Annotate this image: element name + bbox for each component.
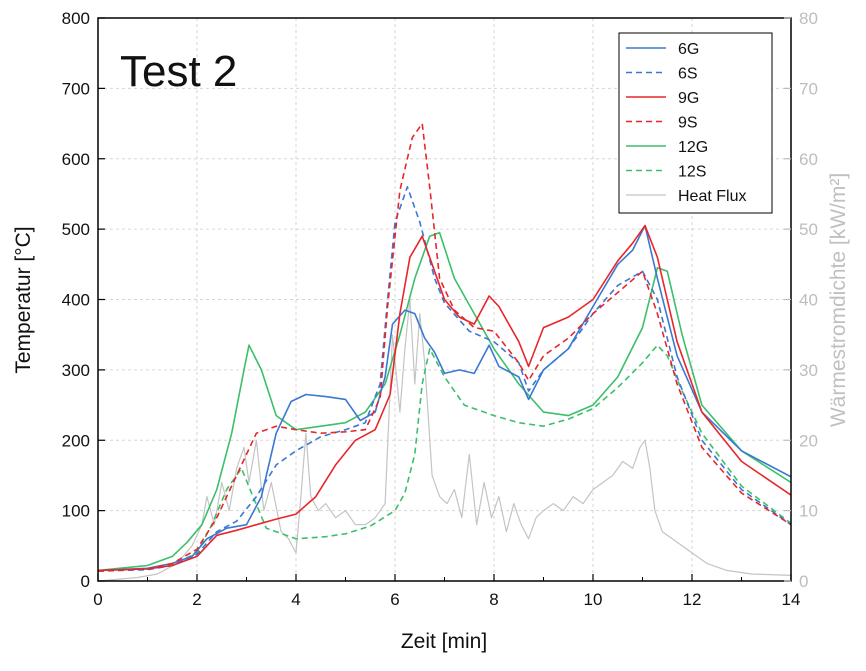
- y-tick-label: 600: [62, 150, 90, 169]
- y2-tick-label: 0: [799, 572, 808, 591]
- series-line-9s: [98, 122, 791, 572]
- y-tick-label: 800: [62, 9, 90, 28]
- y-tick-label: 500: [62, 220, 90, 239]
- y2-tick-label: 30: [799, 361, 818, 380]
- y-tick-label: 100: [62, 502, 90, 521]
- series-line-6s: [98, 186, 791, 572]
- axis-ticks: 0 2 4 6 8 10 12 1401002003004005006007008000102…: [62, 9, 818, 609]
- y-tick-label: 400: [62, 291, 90, 310]
- chart-annotation: Test 2: [120, 47, 237, 96]
- y2-tick-label: 50: [799, 220, 818, 239]
- y-tick-label: 0: [81, 572, 90, 591]
- x-tick-label: 4: [291, 590, 300, 609]
- x-tick-label: 2: [192, 590, 201, 609]
- series-line-9g: [98, 224, 791, 572]
- grid-lines: [98, 18, 791, 581]
- legend-label: 9G: [678, 90, 699, 107]
- y-axis-title: Temperatur [°C]: [12, 226, 35, 373]
- y2-axis-title: Wärmestromdichte [kW/m²]: [827, 173, 850, 427]
- x-axis-title: Zeit [min]: [401, 630, 487, 653]
- x-tick-label: 12: [683, 590, 702, 609]
- y2-tick-label: 10: [799, 502, 818, 521]
- y2-tick-label: 70: [799, 79, 818, 98]
- series-layer: [98, 122, 791, 581]
- y-tick-label: 700: [62, 79, 90, 98]
- x-tick-label: 0: [93, 590, 102, 609]
- y2-tick-label: 80: [799, 9, 818, 28]
- legend-label: 12S: [678, 164, 706, 181]
- series-line-12g: [98, 231, 791, 572]
- legend-label: 12G: [678, 139, 708, 156]
- legend: 6G 6S 9G 9S 12G 12S Heat Flux: [618, 32, 773, 214]
- series-line-12s: [98, 344, 791, 572]
- legend-label: 6G: [678, 41, 699, 58]
- legend-box: [618, 32, 773, 214]
- series-line-6g: [98, 224, 791, 572]
- legend-label: 9S: [678, 115, 698, 132]
- x-tick-label: 6: [390, 590, 399, 609]
- x-tick-label: 8: [489, 590, 498, 609]
- x-tick-label: 10: [584, 590, 603, 609]
- y2-tick-label: 60: [799, 150, 818, 169]
- series-line-heat-flux: [98, 298, 791, 581]
- y2-tick-label: 20: [799, 431, 818, 450]
- y-tick-label: 300: [62, 361, 90, 380]
- legend-label: Heat Flux: [678, 188, 746, 205]
- y2-tick-label: 40: [799, 291, 818, 310]
- legend-label: 6S: [678, 66, 698, 83]
- x-tick-label: 14: [782, 590, 801, 609]
- y-tick-label: 200: [62, 431, 90, 450]
